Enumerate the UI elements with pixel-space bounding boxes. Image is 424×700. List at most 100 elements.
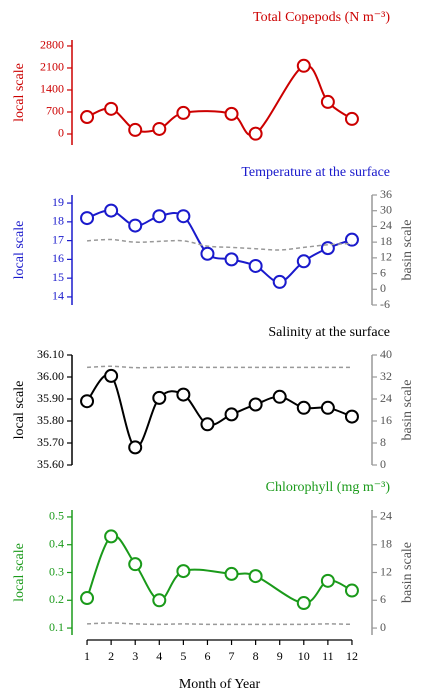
chart-title: Salinity at the surface: [268, 325, 390, 340]
marker: [152, 121, 167, 136]
marker: [104, 203, 119, 218]
marker: [200, 246, 215, 261]
y-tick-label: 0: [58, 126, 64, 140]
marker: [296, 58, 311, 73]
y-tick-label: 16: [52, 251, 64, 265]
marker: [344, 409, 359, 424]
series-line: [86, 64, 353, 137]
marker: [80, 110, 95, 125]
marker: [296, 596, 311, 611]
y-tick-label: 35.70: [37, 435, 64, 449]
y2-tick-label: 24: [380, 509, 392, 523]
y2-tick-label: 40: [380, 347, 392, 361]
marker: [104, 101, 119, 116]
chart-title: Temperature at the surface: [241, 165, 390, 180]
marker: [272, 389, 287, 404]
basin-line: [87, 622, 352, 626]
y-tick-label: 0.3: [49, 564, 64, 578]
marker: [344, 111, 359, 126]
marker: [248, 258, 263, 273]
y2-tick-label: 0: [380, 457, 386, 471]
marker: [248, 569, 263, 584]
y2-tick-label: 36: [380, 187, 392, 201]
marker: [296, 400, 311, 415]
marker: [128, 557, 143, 572]
y-tick-label: 1400: [40, 82, 64, 96]
y2-axis-title: basin scale: [400, 219, 415, 280]
chart-title: Chlorophyll (mg m⁻³): [266, 480, 391, 495]
marker: [128, 122, 143, 137]
y2-tick-label: 18: [380, 234, 392, 248]
y2-tick-label: 24: [380, 218, 392, 232]
y2-tick-label: 24: [380, 391, 392, 405]
y2-tick-label: 32: [380, 369, 392, 383]
marker: [152, 593, 167, 608]
x-tick-label: 3: [132, 649, 138, 663]
y2-tick-label: 6: [380, 265, 386, 279]
marker: [104, 529, 119, 544]
x-axis-title: Month of Year: [179, 677, 261, 692]
marker: [296, 254, 311, 269]
y2-tick-label: 0: [380, 281, 386, 295]
y-tick-label: 0.5: [49, 509, 64, 523]
marker: [224, 106, 239, 121]
x-tick-label: 12: [346, 649, 358, 663]
basin-line: [87, 238, 352, 251]
x-tick-label: 7: [229, 649, 235, 663]
marker: [80, 591, 95, 606]
marker: [224, 252, 239, 267]
marker: [272, 274, 287, 289]
chart-title: Total Copepods (N m⁻³): [253, 10, 390, 25]
y-tick-label: 700: [46, 104, 64, 118]
y2-axis-title: basin scale: [400, 542, 415, 603]
y-tick-label: 18: [52, 214, 64, 228]
y-tick-label: 19: [52, 195, 64, 209]
y-tick-label: 35.60: [37, 457, 64, 471]
y-tick-label: 14: [52, 289, 64, 303]
y2-tick-label: 6: [380, 592, 386, 606]
y2-tick-label: 12: [380, 564, 392, 578]
y-tick-label: 2800: [40, 38, 64, 52]
marker: [248, 126, 263, 141]
y2-tick-label: 30: [380, 202, 392, 216]
y-tick-label: 36.10: [37, 347, 64, 361]
y2-axis-title: basin scale: [400, 379, 415, 440]
marker: [176, 564, 191, 579]
y-tick-label: 36.00: [37, 369, 64, 383]
y2-tick-label: 8: [380, 435, 386, 449]
y2-tick-label: -6: [380, 297, 390, 311]
marker: [104, 368, 119, 383]
marker: [128, 218, 143, 233]
marker: [176, 105, 191, 120]
marker: [320, 400, 335, 415]
marker: [224, 566, 239, 581]
y-tick-label: 0.1: [49, 620, 64, 634]
x-tick-label: 6: [204, 649, 210, 663]
y2-tick-label: 16: [380, 413, 392, 427]
marker: [80, 211, 95, 226]
x-tick-label: 1: [84, 649, 90, 663]
marker: [344, 232, 359, 247]
x-tick-label: 9: [277, 649, 283, 663]
basin-line: [87, 365, 352, 369]
x-tick-label: 11: [322, 649, 334, 663]
x-tick-label: 5: [180, 649, 186, 663]
y-axis-title: local scale: [12, 63, 27, 122]
marker: [152, 209, 167, 224]
y2-tick-label: 12: [380, 250, 392, 264]
series-line: [86, 373, 353, 449]
x-tick-label: 4: [156, 649, 162, 663]
y-tick-label: 2100: [40, 60, 64, 74]
marker: [344, 583, 359, 598]
marker: [152, 390, 167, 405]
marker: [320, 94, 335, 109]
y-tick-label: 17: [52, 232, 64, 246]
marker: [200, 417, 215, 432]
marker: [128, 440, 143, 455]
y-tick-label: 15: [52, 270, 64, 284]
marker: [176, 387, 191, 402]
marker: [176, 209, 191, 224]
y-axis-title: local scale: [12, 381, 27, 440]
marker: [248, 397, 263, 412]
